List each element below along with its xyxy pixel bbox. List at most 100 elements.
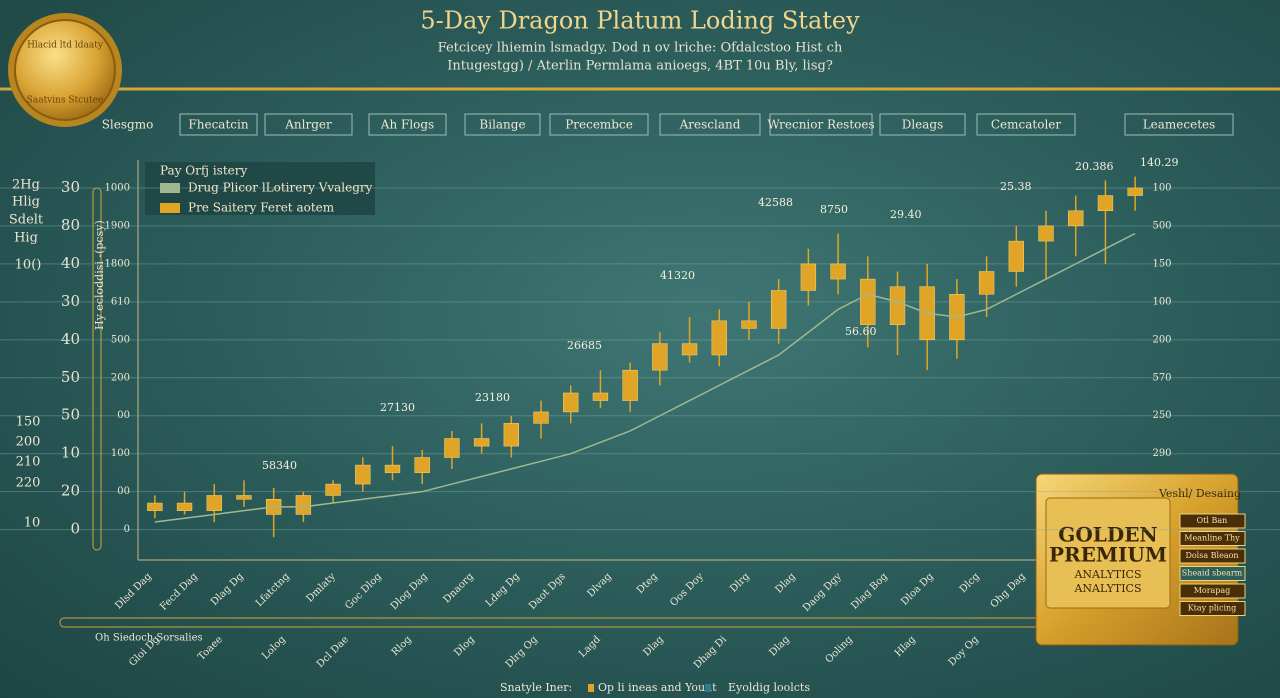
y-tick-label: 1000 xyxy=(105,182,130,193)
side-label: 210 xyxy=(16,455,41,470)
nav-label[interactable]: Dleags xyxy=(902,118,944,132)
nav-tab[interactable] xyxy=(879,113,966,136)
title: 5-Day Dragon Platum Loding Statey xyxy=(420,7,860,35)
annotation: 20.386 xyxy=(1075,160,1114,173)
nav-label[interactable]: Arescland xyxy=(679,118,741,132)
y-tick-label: 100 xyxy=(1152,296,1171,307)
nav-tab[interactable] xyxy=(659,113,761,136)
nav-label[interactable]: Slesgmo xyxy=(102,118,154,132)
annotation: 41320 xyxy=(660,269,695,282)
y-tick-label: 20 xyxy=(61,482,80,500)
candle-body xyxy=(1008,240,1024,272)
annotation: 140.29 xyxy=(1140,156,1179,169)
x-tick-label: Goc Dlog xyxy=(343,571,384,612)
nav-label[interactable]: Fhecatcin xyxy=(188,118,248,132)
nav-tab[interactable] xyxy=(1124,113,1234,136)
candle-body xyxy=(473,438,490,447)
footer-label: Eyoldig loolcts xyxy=(728,681,810,694)
nav-label[interactable]: Anlrger xyxy=(284,118,332,132)
y-tick-label: 00 xyxy=(117,486,130,497)
side-label: Sdelt xyxy=(9,213,44,228)
nav-tab[interactable] xyxy=(368,113,447,136)
x-tick-label: Dlog xyxy=(452,634,477,659)
y-tick-label: 40 xyxy=(61,254,80,272)
candle-body xyxy=(771,290,787,329)
badge-button-label[interactable]: Sheaid sbearm xyxy=(1182,569,1243,578)
candle-body xyxy=(295,495,312,515)
candle-body xyxy=(978,271,995,295)
badge-title: ANALYTICS xyxy=(1073,582,1141,595)
x-tick-label: Dlag Bog xyxy=(849,571,890,612)
badge-button[interactable] xyxy=(1179,513,1246,529)
badge-button[interactable] xyxy=(1179,601,1246,616)
badge-button-label[interactable]: Dolsa Bleaon xyxy=(1185,551,1238,560)
x-tick-label: Dlog Dag xyxy=(389,571,431,613)
y-axis-label: Hy ecloddisi -(pcsy) xyxy=(93,220,106,330)
y-tick-label: 1900 xyxy=(105,220,130,231)
nav-label[interactable]: Bilange xyxy=(479,118,525,132)
side-label: Hig xyxy=(14,231,38,246)
x-tick-label: Dlrg xyxy=(728,571,752,595)
legend-box xyxy=(145,162,375,215)
x-tick-label: Ooling xyxy=(823,634,855,666)
y-tick-label: 200 xyxy=(1152,334,1171,345)
x-tick-label: Dmlaty xyxy=(304,571,338,605)
x-tick-label: Dlag xyxy=(767,634,792,659)
footer-label: Snatyle Iner: xyxy=(500,681,572,694)
nav-tab[interactable] xyxy=(769,113,873,136)
badge-button[interactable] xyxy=(1179,548,1246,564)
nav-label[interactable]: Precembce xyxy=(565,118,633,132)
subtitle: Intugestgg) / Aterlin Permlama anioegs, … xyxy=(447,59,833,74)
side-label: 150 xyxy=(16,415,41,430)
nav-tab[interactable] xyxy=(976,113,1076,136)
badge-button-label[interactable]: Meanline Thy xyxy=(1184,534,1240,543)
y-tick-label: 500 xyxy=(111,334,130,345)
y-tick-label: 500 xyxy=(1152,220,1171,231)
annotation: 27130 xyxy=(380,401,415,414)
seal xyxy=(14,19,116,121)
legend-swatch xyxy=(160,203,180,213)
y-tick-label: 570 xyxy=(1152,372,1171,383)
annotation: 23180 xyxy=(475,391,510,404)
footer-label: Op li ineas and Yount xyxy=(598,681,717,694)
candle-body xyxy=(1127,187,1143,196)
candle-body xyxy=(800,263,817,291)
nav-tab[interactable] xyxy=(264,113,353,136)
y-tick-label: 290 xyxy=(1152,448,1171,459)
candle-body xyxy=(681,343,698,356)
seal-text: Saatvins Stcutee xyxy=(27,96,104,106)
y-tick-label: 10 xyxy=(61,444,80,462)
badge-button-label[interactable]: Ktay plicing xyxy=(1188,604,1237,613)
badge-button-label[interactable]: Otl Ban xyxy=(1197,516,1228,525)
candle-body xyxy=(1068,210,1084,227)
candle-body xyxy=(563,392,579,413)
candle-body xyxy=(1097,195,1114,211)
badge-button-label[interactable]: Morapag xyxy=(1194,586,1231,595)
x-tick-label: Dloa Dg xyxy=(899,571,936,608)
badge-button[interactable] xyxy=(1179,583,1246,599)
nav-label[interactable]: Wrecnior Restoes xyxy=(767,118,874,132)
candle-body xyxy=(176,502,193,511)
candle-body xyxy=(444,438,460,458)
badge-button[interactable] xyxy=(1179,566,1246,581)
nav-tab[interactable] xyxy=(549,113,649,136)
nav-label[interactable]: Ah Flogs xyxy=(380,118,434,132)
side-label: 220 xyxy=(16,476,41,491)
x-tick-label: Hlag xyxy=(893,634,918,659)
x-tick-label: Dnaorg xyxy=(442,571,477,606)
badge-title: GOLDEN xyxy=(1058,523,1157,547)
badge-button[interactable] xyxy=(1179,531,1246,546)
x-tick-label: Dlcg xyxy=(958,571,983,596)
nav-tab[interactable] xyxy=(464,113,541,136)
nav-tab[interactable] xyxy=(179,113,258,136)
line xyxy=(154,232,1136,523)
nav-label[interactable]: Cemcatoler xyxy=(991,118,1062,132)
nav-label[interactable]: Leamecetes xyxy=(1143,118,1216,132)
scroll-rail xyxy=(92,187,102,551)
scroll-rail xyxy=(59,617,1061,628)
annotation: 56.60 xyxy=(845,325,877,338)
side-label: Hlig xyxy=(12,195,40,210)
candle-body xyxy=(206,495,222,511)
candle-body xyxy=(889,286,906,325)
